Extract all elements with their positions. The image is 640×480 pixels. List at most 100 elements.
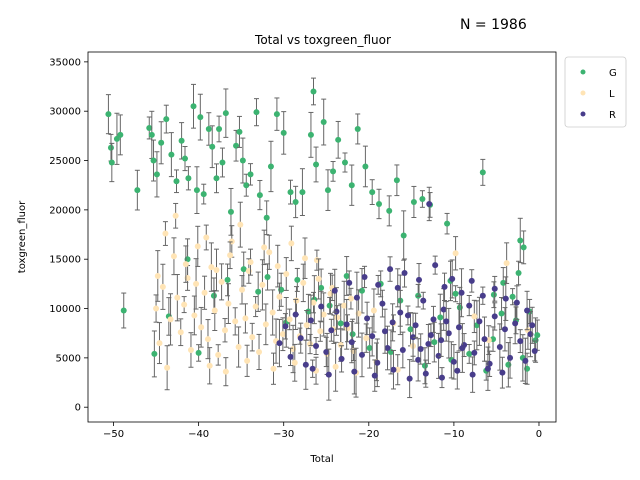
- point-G: [349, 331, 356, 338]
- point-R: [361, 273, 368, 280]
- point-R: [469, 371, 476, 378]
- point-L: [227, 252, 234, 259]
- point-L: [471, 313, 478, 320]
- point-G: [421, 362, 428, 369]
- point-G: [200, 191, 207, 198]
- legend-label-R: R: [609, 110, 616, 121]
- point-G: [320, 119, 327, 126]
- point-G: [151, 350, 158, 357]
- point-G: [255, 288, 262, 295]
- point-G: [415, 292, 422, 299]
- chart-title: Total vs toxgreen_fluor: [254, 33, 391, 47]
- point-G: [210, 292, 217, 299]
- point-R: [369, 333, 376, 340]
- point-G: [509, 293, 516, 300]
- point-R: [328, 327, 335, 334]
- y-tick-label: 35000: [49, 57, 81, 68]
- point-R: [445, 330, 452, 337]
- point-R: [440, 306, 447, 313]
- point-L: [503, 260, 510, 267]
- point-G: [227, 208, 234, 215]
- y-axis-label: toxgreen_fluor: [17, 200, 28, 273]
- point-R: [351, 368, 358, 375]
- point-R: [358, 351, 365, 358]
- point-R: [325, 371, 332, 378]
- y-tick-label: 20000: [49, 205, 81, 216]
- point-G: [419, 196, 426, 203]
- point-R: [491, 313, 498, 320]
- point-L: [332, 363, 339, 370]
- point-G: [362, 163, 369, 170]
- point-G: [219, 159, 226, 166]
- point-L: [320, 311, 327, 318]
- point-L: [211, 307, 218, 314]
- point-L: [270, 365, 277, 372]
- point-L: [341, 302, 348, 309]
- x-tick-label: −20: [358, 429, 379, 440]
- point-R: [484, 365, 491, 372]
- point-R: [331, 287, 338, 294]
- point-L: [269, 309, 276, 316]
- point-R: [318, 303, 325, 310]
- point-R: [415, 356, 422, 363]
- point-G: [313, 161, 320, 168]
- plot-area: [105, 77, 541, 401]
- point-L: [256, 348, 263, 355]
- point-G: [247, 171, 254, 178]
- point-R: [292, 311, 299, 318]
- point-R: [397, 309, 404, 316]
- point-G: [236, 128, 243, 135]
- point-G: [153, 171, 160, 178]
- point-R: [430, 316, 437, 323]
- point-L: [187, 346, 194, 353]
- point-L: [225, 300, 232, 307]
- point-L: [244, 357, 251, 364]
- point-G: [437, 314, 444, 321]
- point-L: [300, 279, 307, 286]
- point-L: [191, 312, 198, 319]
- point-G: [366, 345, 373, 351]
- point-G: [431, 339, 438, 346]
- point-G: [267, 163, 274, 170]
- point-G: [490, 291, 497, 298]
- point-G: [386, 207, 393, 214]
- point-G: [120, 307, 127, 314]
- point-R: [531, 347, 538, 354]
- series-R: [276, 186, 538, 401]
- point-R: [406, 375, 413, 382]
- legend: GLR: [564, 56, 627, 128]
- point-G: [105, 111, 112, 118]
- point-L: [201, 289, 208, 296]
- point-G: [197, 114, 204, 121]
- point-G: [185, 175, 192, 182]
- point-L: [167, 316, 174, 323]
- point-G: [273, 111, 280, 118]
- point-L: [193, 280, 200, 287]
- legend-label-G: G: [609, 68, 617, 79]
- point-L: [276, 293, 283, 300]
- point-R: [524, 307, 531, 314]
- point-R: [441, 283, 448, 290]
- point-G: [341, 159, 348, 166]
- point-G: [407, 326, 414, 333]
- point-L: [162, 230, 169, 237]
- point-R: [491, 285, 498, 292]
- point-R: [412, 322, 419, 329]
- point-R: [425, 341, 432, 348]
- point-G: [348, 182, 355, 189]
- point-R: [450, 358, 457, 365]
- point-G: [224, 276, 231, 283]
- point-G: [294, 276, 301, 283]
- point-G: [299, 189, 306, 196]
- point-R: [522, 357, 529, 364]
- point-R: [348, 339, 355, 346]
- point-L: [394, 366, 401, 373]
- point-R: [427, 332, 434, 339]
- point-L: [370, 307, 377, 314]
- point-L: [288, 240, 295, 247]
- point-R: [410, 334, 417, 341]
- legend-marker-G: [580, 69, 586, 75]
- point-L: [218, 278, 225, 285]
- point-G: [318, 284, 325, 291]
- series-L: [153, 201, 531, 398]
